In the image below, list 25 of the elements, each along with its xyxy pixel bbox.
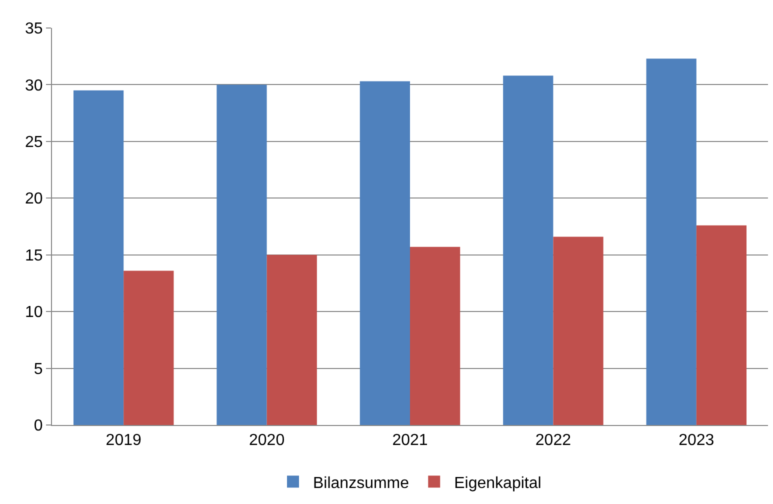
x-tick-label: 2023 — [678, 432, 714, 450]
bar — [73, 90, 124, 425]
y-tick-label: 5 — [34, 360, 43, 378]
bar — [646, 58, 696, 425]
y-tick-label: 0 — [34, 418, 43, 435]
y-tick-label: 35 — [25, 20, 43, 38]
x-tick-label: 2022 — [535, 432, 572, 450]
bar — [503, 76, 554, 425]
y-tick-label: 30 — [25, 77, 43, 94]
bar — [266, 254, 317, 425]
bar — [360, 81, 410, 425]
bar — [696, 225, 747, 425]
bar — [410, 246, 460, 425]
legend-label: Bilanzsumme — [313, 474, 410, 492]
x-tick-label: 2019 — [106, 432, 142, 450]
x-tick-label: 2020 — [249, 432, 285, 450]
bar — [124, 270, 174, 425]
y-tick-label: 20 — [25, 190, 43, 208]
y-tick-label: 10 — [25, 304, 43, 322]
y-tick-label: 25 — [25, 134, 43, 152]
bar — [216, 84, 267, 425]
x-tick-label: 2021 — [392, 432, 428, 450]
legend-label: Eigenkapital — [454, 474, 542, 492]
y-tick-label: 15 — [25, 247, 43, 264]
bar — [553, 236, 604, 425]
